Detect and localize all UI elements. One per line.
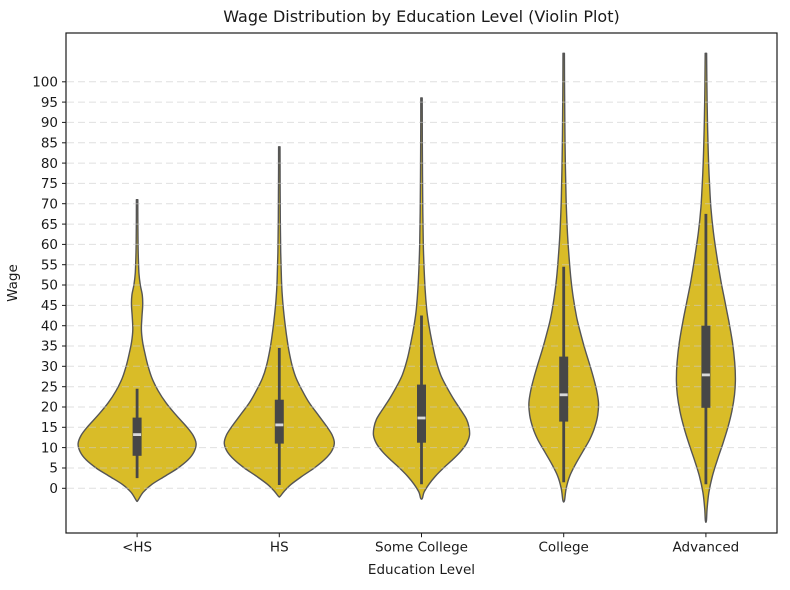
y-tick-label: 45 <box>41 298 58 314</box>
y-tick-label: 90 <box>41 115 58 131</box>
y-tick-label: 15 <box>41 420 58 436</box>
y-tick-label: 30 <box>41 359 58 375</box>
x-tick-label: Some College <box>375 540 468 556</box>
y-tick-label: 65 <box>41 217 58 233</box>
x-tick-label: HS <box>270 540 289 556</box>
x-tick-label: College <box>539 540 589 556</box>
y-tick-label: 95 <box>41 95 58 111</box>
axes-layer: 0 5 10 15 20 25 30 35 40 45 50 55 60 65 70 75 80 85 90 95 10… <box>32 32 778 556</box>
iqr-box <box>701 325 711 408</box>
median-dash <box>559 393 568 397</box>
iqr-box <box>417 384 426 443</box>
x-tick-label: Advanced <box>673 540 740 556</box>
inner-boxplots-layer <box>132 213 711 485</box>
y-tick-label: 70 <box>41 196 58 212</box>
iqr-box <box>274 399 284 444</box>
y-tick-label: 100 <box>32 75 58 91</box>
y-tick-label: 50 <box>41 278 58 294</box>
iqr-box <box>559 356 569 422</box>
y-tick-label: 35 <box>41 339 58 355</box>
x-tick-label: <HS <box>122 540 152 556</box>
y-tick-label: 25 <box>41 379 58 395</box>
iqr-box <box>132 417 142 456</box>
y-tick-label: 20 <box>41 400 58 416</box>
y-tick-label: 0 <box>49 481 58 497</box>
x-axis-label: Education Level <box>367 562 476 578</box>
plot-border <box>65 32 778 534</box>
chart-title: Wage Distribution by Education Level (Vi… <box>223 7 620 26</box>
median-dash <box>417 416 426 420</box>
violin-body <box>223 146 336 498</box>
y-tick-label: 40 <box>41 318 58 334</box>
y-tick-label: 75 <box>41 176 58 192</box>
median-dash <box>275 423 284 427</box>
y-tick-label: 60 <box>41 237 58 253</box>
violin-body <box>372 97 471 500</box>
y-tick-label: 80 <box>41 156 58 172</box>
median-dash <box>133 433 142 436</box>
violins-layer <box>77 52 737 523</box>
median-dash <box>701 373 710 377</box>
y-tick-label: 85 <box>41 136 58 152</box>
y-tick-label: 10 <box>41 440 58 456</box>
y-tick-label: 5 <box>49 461 58 477</box>
y-tick-label: 55 <box>41 257 58 273</box>
violin-body <box>77 199 197 503</box>
